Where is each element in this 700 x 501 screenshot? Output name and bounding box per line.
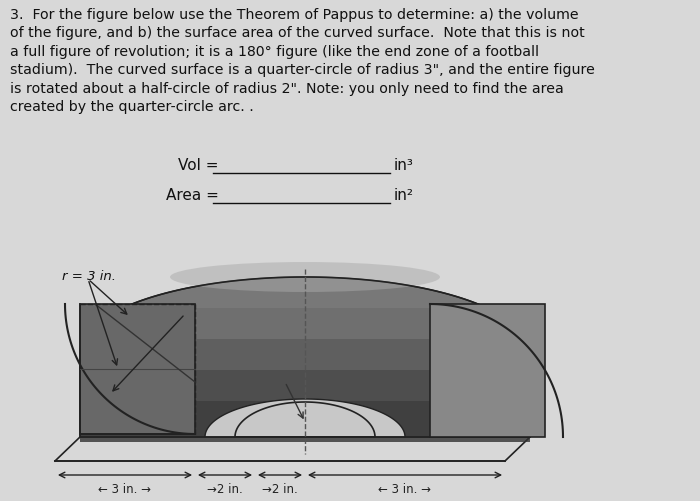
Polygon shape: [80, 305, 195, 434]
Text: Area =: Area =: [166, 188, 219, 202]
Ellipse shape: [170, 263, 440, 293]
Text: r = 3 in.: r = 3 in.: [62, 270, 116, 283]
Text: ← 3 in. →: ← 3 in. →: [379, 482, 431, 495]
Polygon shape: [80, 401, 530, 442]
Polygon shape: [80, 339, 530, 442]
Text: Vol =: Vol =: [178, 158, 218, 173]
Text: in³: in³: [394, 158, 414, 173]
Polygon shape: [80, 370, 530, 442]
Text: in²: in²: [394, 188, 414, 202]
Text: →2 in.: →2 in.: [262, 482, 298, 495]
Polygon shape: [205, 399, 405, 437]
Text: 3.  For the figure below use the Theorem of Pappus to determine: a) the volume
o: 3. For the figure below use the Theorem …: [10, 8, 595, 114]
Polygon shape: [80, 309, 530, 442]
Polygon shape: [430, 305, 545, 437]
Text: →2 in.: →2 in.: [207, 482, 243, 495]
Polygon shape: [80, 278, 530, 437]
Text: ← 3 in. →: ← 3 in. →: [99, 482, 151, 495]
